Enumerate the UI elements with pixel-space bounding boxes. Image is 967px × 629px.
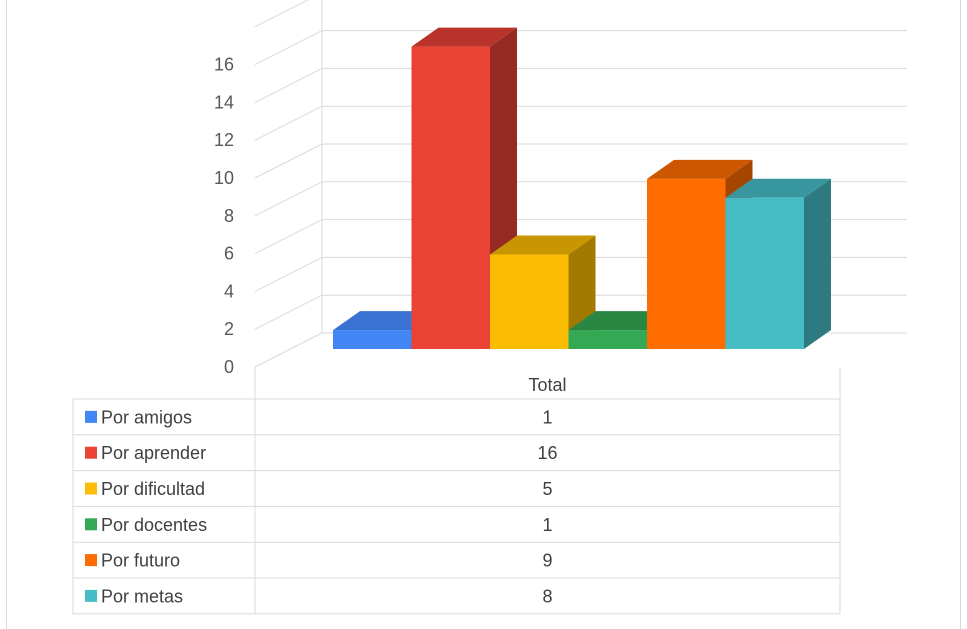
y-tick-label: 14 [214,92,234,112]
gridline-side [254,143,323,179]
table-cell-value: 1 [542,407,552,427]
table-row-label: Por dificultad [101,479,205,499]
table-cell-value: 8 [542,586,552,606]
y-axis-ticks: 0 2 4 6 8 10 12 14 16 [214,55,234,377]
table-row-label: Por docentes [101,515,207,535]
gridline-side [254,30,323,66]
gridline-side [254,332,323,368]
bar-top-face [647,159,753,179]
bar-front-face [411,46,490,349]
gridline-side [254,67,323,103]
y-tick-label: 0 [224,357,234,377]
bar-por-aprender [411,27,517,349]
bar-front-face [725,197,804,349]
y-tick-label: 10 [214,168,234,188]
y-tick-label: 16 [214,55,234,75]
legend-swatch [85,482,97,495]
gridline-side [254,181,323,217]
bar-por-metas [725,178,831,349]
bar-front-face [647,178,726,349]
chart-frame [6,0,961,629]
bar-top-face [490,235,596,255]
legend-swatch [85,518,97,531]
gridline-side [254,105,323,141]
table-cell-value: 5 [542,479,552,499]
table-cell-value: 1 [542,515,552,535]
table-cell-value: 16 [537,443,557,463]
data-table: Total Por amigos 1 Por aprender 16 Por dificu… [72,367,841,615]
legend-swatch [85,446,97,459]
gridline-side [254,256,323,292]
table-row-label: Por futuro [101,551,180,571]
bar-front-face [333,330,412,349]
bar-side-face [804,178,831,349]
table-row-label: Por aprender [101,443,206,463]
y-tick-label: 8 [224,206,234,226]
y-tick-label: 2 [224,319,234,339]
table-cell-value: 9 [542,551,552,571]
bar-top-face [725,178,831,198]
legend-swatch [85,554,97,567]
bars [333,27,831,349]
table-row-label: Por amigos [101,407,192,427]
legend-swatch [85,410,97,423]
legend-swatch [85,589,97,602]
y-tick-label: 6 [224,244,234,264]
table-header-total: Total [528,375,566,395]
gridline-side [254,294,323,330]
table-row-label: Por metas [101,586,183,606]
gridline-side [254,0,309,28]
gridline-side [254,219,323,255]
y-tick-label: 12 [214,130,234,150]
y-tick-label: 4 [224,281,234,301]
bar-top-face [411,27,517,47]
bar-front-face [490,254,569,349]
bar-front-face [568,330,647,349]
bar-por-dificultad [490,235,596,349]
